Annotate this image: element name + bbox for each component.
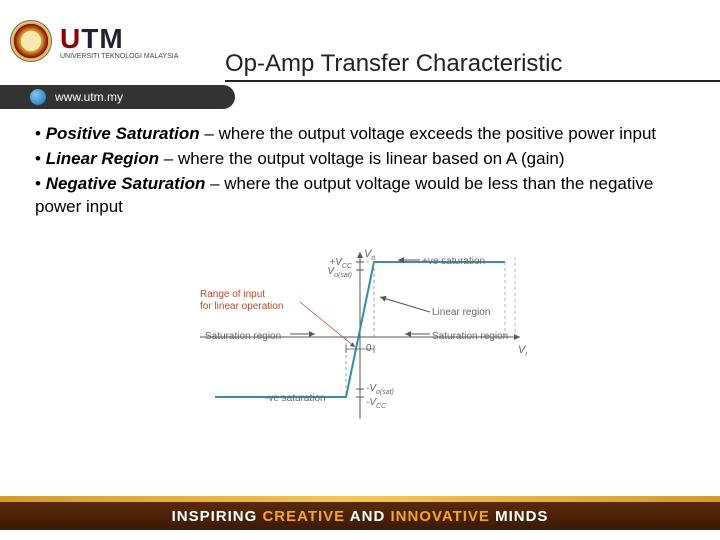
url-bar: www.utm.my (0, 85, 235, 109)
footer-text: INSPIRING CREATIVE AND INNOVATIVE MINDS (172, 508, 549, 525)
url-text: www.utm.my (55, 90, 123, 104)
svg-text:Saturation region: Saturation region (432, 331, 508, 342)
title-bar: Op-Amp Transfer Characteristic (225, 42, 720, 82)
svg-text:for linear operation: for linear operation (200, 301, 283, 312)
svg-text:+ve saturation: +ve saturation (422, 256, 485, 267)
logo-subtitle: UNIVERSITI TEKNOLOGI MALAYSIA (60, 53, 178, 60)
svg-text:Linear region: Linear region (432, 307, 490, 318)
svg-text:0: 0 (366, 343, 372, 354)
university-seal-icon (10, 20, 52, 62)
bullet-3: • Negative Saturation – where the output… (35, 173, 685, 219)
content: • Positive Saturation – where the output… (0, 98, 720, 427)
svg-text:Range of input: Range of input (200, 289, 265, 300)
svg-text:Saturation region: Saturation region (205, 331, 281, 342)
svg-text:-Vo(sat): -Vo(sat) (366, 383, 394, 396)
transfer-graph: VoVi0+VCCVo(sat)-Vo(sat)-VCC+ve saturati… (35, 227, 685, 427)
logo-text: UTM (60, 23, 178, 55)
svg-text:Vo: Vo (364, 248, 375, 262)
svg-text:-ve saturation: -ve saturation (265, 393, 326, 404)
header: UTM UNIVERSITI TEKNOLOGI MALAYSIA Op-Amp… (0, 0, 720, 98)
page-title: Op-Amp Transfer Characteristic (225, 50, 562, 78)
footer: INSPIRING CREATIVE AND INNOVATIVE MINDS (0, 502, 720, 530)
svg-text:-VCC: -VCC (366, 397, 387, 410)
bullet-2: • Linear Region – where the output volta… (35, 148, 685, 171)
logo: UTM UNIVERSITI TEKNOLOGI MALAYSIA (10, 20, 178, 62)
svg-text:Vi: Vi (518, 344, 527, 358)
bullet-1: • Positive Saturation – where the output… (35, 123, 685, 146)
